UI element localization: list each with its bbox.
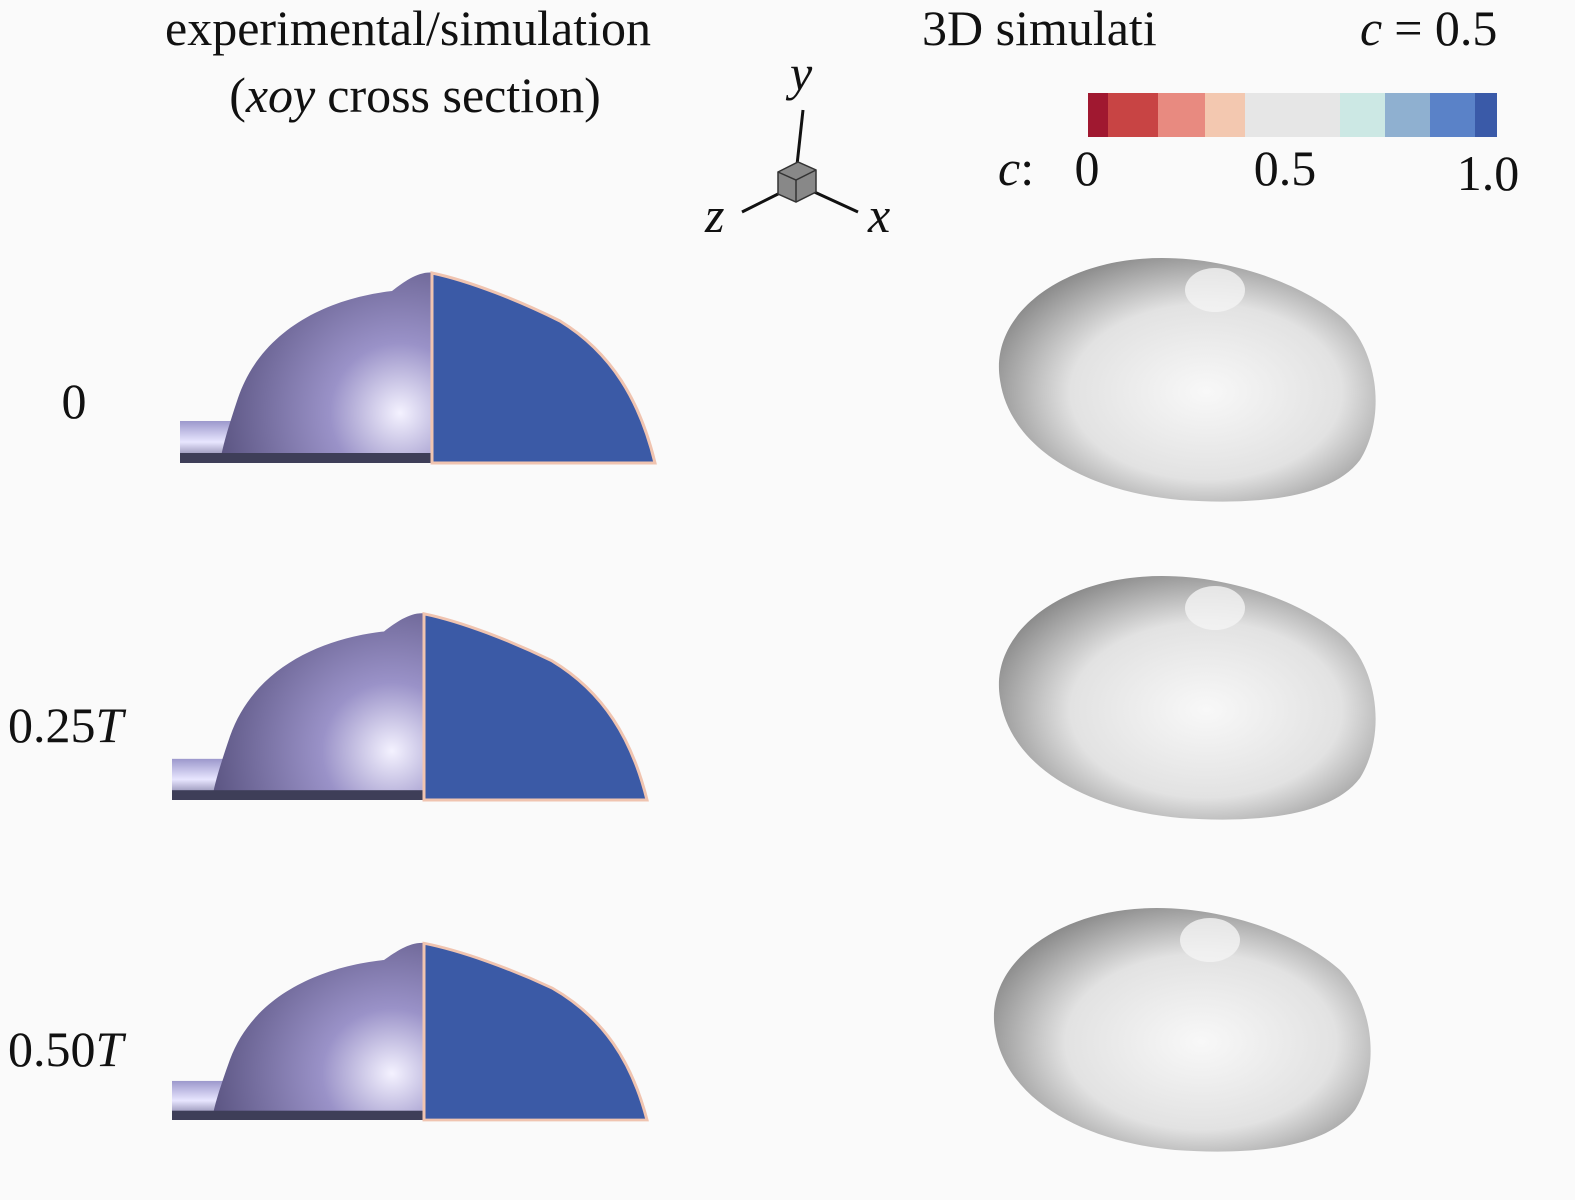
sim-0 bbox=[998, 258, 1376, 502]
left-title: experimental/simulation bbox=[165, 0, 651, 56]
row-unit: T bbox=[96, 697, 127, 753]
sim-1 bbox=[998, 576, 1376, 820]
cross-section-2 bbox=[170, 941, 649, 1122]
subtitle-rest: cross section) bbox=[327, 67, 601, 123]
axis-z: z bbox=[704, 187, 724, 243]
cross-section-1 bbox=[170, 611, 649, 802]
colorbar-label: c: bbox=[998, 140, 1034, 196]
row-label: 0.50T bbox=[8, 1021, 127, 1077]
left-subtitle: (xoy cross section) bbox=[229, 67, 601, 123]
colorbar-tick: 0 bbox=[1075, 140, 1100, 196]
axis-x: x bbox=[867, 187, 890, 243]
colorbar-var: c bbox=[998, 140, 1020, 196]
colorbar: c: 0 0.5 1.0 bbox=[998, 93, 1519, 201]
axis-y: y bbox=[785, 45, 813, 101]
iso-var: c bbox=[1360, 0, 1382, 56]
row-label: 0.25T bbox=[8, 697, 127, 753]
axis-triad: y x z bbox=[704, 45, 890, 243]
plane-var: xoy bbox=[245, 67, 316, 123]
iso-value: = 0.5 bbox=[1394, 0, 1497, 56]
cross-section-0 bbox=[178, 270, 657, 465]
colorbar-colon: : bbox=[1020, 140, 1034, 196]
iso-label: c = 0.5 bbox=[1360, 0, 1497, 56]
sim-2 bbox=[993, 908, 1371, 1152]
row-value: 0.25 bbox=[8, 697, 96, 753]
paren: ( bbox=[229, 67, 246, 123]
row-unit: T bbox=[96, 1021, 127, 1077]
row-label: 0 bbox=[62, 373, 87, 429]
colorbar-tick: 1.0 bbox=[1457, 145, 1520, 201]
colorbar-tick: 0.5 bbox=[1254, 140, 1317, 196]
right-title: 3D simulati bbox=[922, 0, 1157, 56]
row-value: 0.50 bbox=[8, 1021, 96, 1077]
